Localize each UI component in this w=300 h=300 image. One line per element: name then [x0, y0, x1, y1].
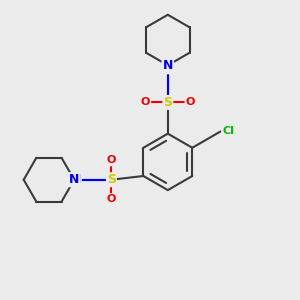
Text: O: O — [107, 155, 116, 165]
Text: N: N — [70, 173, 81, 186]
Text: N: N — [163, 60, 173, 73]
Text: Cl: Cl — [222, 126, 234, 136]
Text: N: N — [163, 59, 173, 72]
Text: O: O — [141, 98, 150, 107]
Text: S: S — [107, 173, 116, 186]
Text: N: N — [69, 173, 80, 186]
Text: S: S — [163, 96, 172, 109]
Text: O: O — [107, 194, 116, 204]
Text: O: O — [185, 98, 195, 107]
